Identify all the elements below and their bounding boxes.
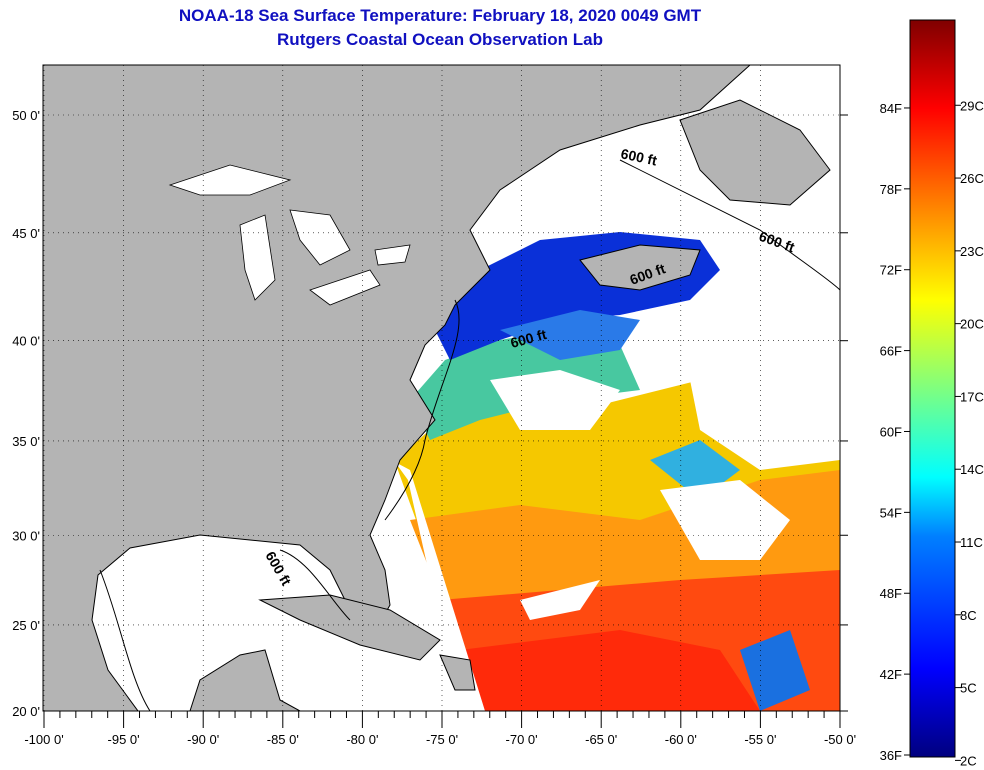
lon-label: -80 0' (346, 732, 378, 747)
lon-label: -85 0' (267, 732, 299, 747)
cloud-cover (395, 270, 840, 711)
isobath-600ft (99, 159, 840, 711)
lon-label: -100 0' (24, 732, 63, 747)
lat-label: 40 0' (12, 334, 40, 349)
colorbar-c-label: 26C (960, 171, 984, 186)
map-title: NOAA-18 Sea Surface Temperature: Februar… (178, 6, 702, 25)
colorbar-c-label: 8C (960, 608, 977, 623)
lon-label: -50 0' (824, 732, 856, 747)
colorbar-f-label: 60F (880, 424, 902, 439)
lon-label: -60 0' (665, 732, 697, 747)
colorbar-f-label: 54F (880, 505, 902, 520)
colorbar-c-label: 5C (960, 681, 977, 696)
great-lakes (168, 164, 411, 306)
map-axes: -100 0' -95 0' -90 0' -85 0' -80 0' -75 0' -70… (12, 108, 856, 747)
lon-label: -70 0' (506, 732, 538, 747)
lat-label: 20 0' (12, 704, 40, 719)
colorbar-c-label: 29C (960, 98, 984, 113)
lat-label: 35 0' (12, 434, 40, 449)
colorbar-f-label: 36F (880, 748, 902, 763)
colorbar-c-label: 14C (960, 462, 984, 477)
colorbar-c-label: 11C (960, 535, 983, 550)
lon-label: -75 0' (426, 732, 458, 747)
lon-label: -95 0' (108, 732, 140, 747)
colorbar-f-label: 48F (880, 586, 902, 601)
colorbar-c-label: 23C (960, 244, 984, 259)
colorbar-f-label: 66F (880, 344, 902, 359)
colorbar-c-label: 17C (960, 389, 984, 404)
land (43, 65, 831, 711)
colorbar-f-label: 72F (880, 263, 902, 278)
colorbar-f-label: 78F (880, 182, 902, 197)
colorbar (909, 19, 956, 758)
lat-label: 50 0' (12, 108, 40, 123)
lon-label: -65 0' (585, 732, 617, 747)
colorbar-c-label: 20C (960, 317, 984, 332)
map-subtitle: Rutgers Coastal Ocean Observation Lab (277, 30, 603, 49)
colorbar-f-label: 42F (880, 667, 902, 682)
lon-label: -55 0' (744, 732, 776, 747)
lon-label: -90 0' (187, 732, 219, 747)
colorbar-c-label: 2C (960, 753, 977, 768)
lat-label: 25 0' (12, 618, 40, 633)
lat-label: 30 0' (12, 528, 40, 543)
colorbar-labels: 84F 78F 72F 66F 60F 54F 48F 42F 36F 29C 26C 23C 20C 1… (880, 98, 984, 768)
colorbar-f-label: 84F (880, 101, 902, 116)
lat-label: 45 0' (12, 226, 40, 241)
isobath-label: 600 ft (619, 145, 658, 168)
